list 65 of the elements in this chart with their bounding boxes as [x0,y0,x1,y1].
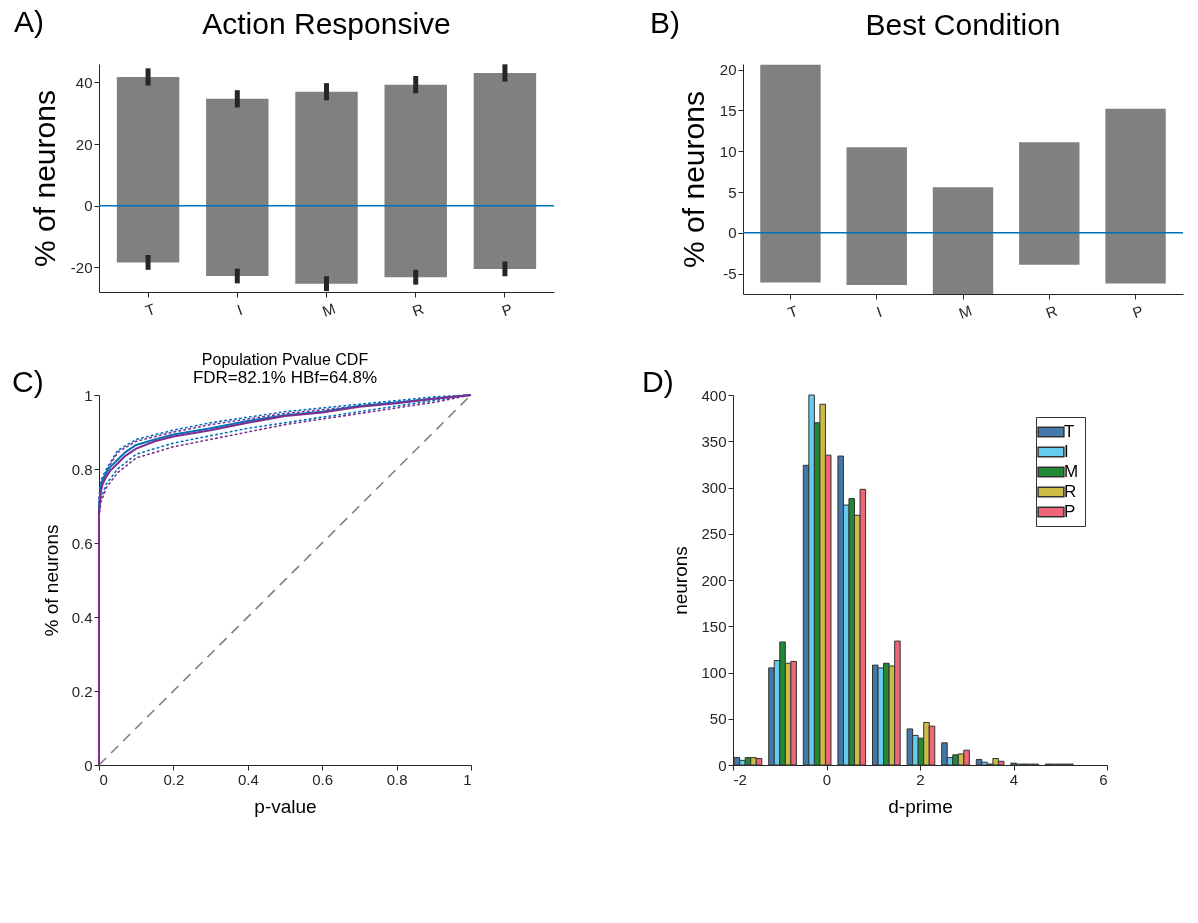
chart-title: Population Pvalue CDF [201,351,369,368]
x-tick-label: M [319,299,338,320]
x-tick-label: I [234,300,245,319]
y-tick-label: 1 [84,386,93,404]
y-axis-title: % of neurons [40,524,62,637]
x-tick-label: 6 [1099,770,1108,788]
legend-label: T [1064,422,1075,441]
x-tick-label: 0.4 [237,770,259,788]
y-tick-label: 0 [718,756,727,774]
x-tick-label: 0.6 [312,770,334,788]
y-tick-label: 250 [701,525,727,543]
x-tick-label: T [785,302,800,322]
chart-title: Best Condition [865,8,1061,41]
x-tick-label: -2 [733,770,747,788]
legend-label: M [1064,462,1079,481]
y-tick-label: 350 [701,432,727,450]
y-tick-label: 0.2 [71,682,93,700]
y-axis-title: % of neurons [676,91,710,268]
chart-subtitle: FDR=82.1% HBf=64.8% [192,368,378,387]
legend-label: R [1064,482,1077,501]
y-tick-label: 40 [75,73,93,91]
legend-label: I [1064,442,1069,461]
x-tick-label: R [409,299,427,320]
x-tick-label: 4 [1009,770,1019,788]
y-tick-label: 300 [701,479,727,496]
y-tick-label: -20 [70,258,93,276]
x-axis-title: d-prime [888,795,953,817]
x-tick-label: I [874,302,884,321]
y-tick-label: 0.4 [71,608,93,626]
y-tick-label: 100 [701,664,727,681]
x-tick-label: 0.8 [386,770,408,788]
x-axis-title: p-value [254,795,317,817]
text: A) [14,5,44,38]
x-tick-label: P [1130,301,1146,322]
x-tick-label: 2 [916,770,925,788]
y-tick-label: 15 [719,101,737,119]
y-tick-label: 400 [701,386,727,404]
x-tick-label: P [499,299,515,320]
text: B) [650,6,680,39]
y-tick-label: 20 [75,135,93,153]
y-tick-label: 5 [728,183,737,201]
y-tick-label: -5 [723,265,737,283]
x-tick-label: 0.2 [163,770,185,788]
chart-title: Action Responsive [202,7,451,40]
y-tick-label: 0 [84,756,93,774]
y-axis-title: neurons [670,546,692,615]
y-tick-label: 150 [701,617,727,635]
y-tick-label: 20 [719,61,737,79]
y-tick-label: 0 [84,197,93,215]
text: D) [642,365,674,398]
x-tick-label: M [956,301,974,322]
legend-label: P [1064,502,1076,521]
y-tick-label: 0 [728,224,737,242]
x-tick-label: 0 [99,770,108,788]
x-tick-label: T [143,300,158,320]
y-tick-label: 200 [701,571,727,589]
x-tick-label: R [1043,301,1060,322]
y-axis-title: % of neurons [27,90,61,267]
x-tick-label: 1 [463,770,472,788]
y-tick-label: 50 [709,710,727,728]
y-tick-label: 0.8 [71,460,93,478]
x-tick-label: 0 [822,770,832,788]
y-tick-label: 0.6 [71,534,93,552]
y-tick-label: 10 [719,142,737,160]
text: C) [12,365,44,398]
